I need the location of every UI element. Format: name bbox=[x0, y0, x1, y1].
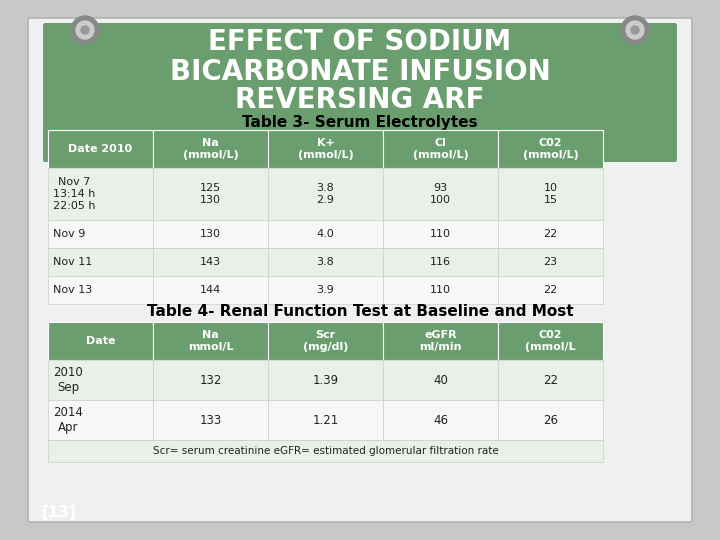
Bar bbox=[498, 276, 603, 304]
Bar bbox=[383, 248, 498, 276]
Bar bbox=[48, 130, 153, 168]
Text: REVERSING ARF: REVERSING ARF bbox=[235, 86, 485, 114]
Bar bbox=[48, 220, 153, 248]
Text: Scr
(mg/dl): Scr (mg/dl) bbox=[303, 330, 348, 352]
Bar bbox=[268, 248, 383, 276]
Text: Table 4- Renal Function Test at Baseline and Most: Table 4- Renal Function Test at Baseline… bbox=[147, 305, 573, 320]
Text: 3.8
2.9: 3.8 2.9 bbox=[317, 183, 334, 205]
Bar bbox=[383, 220, 498, 248]
Text: Na
(mmol/L): Na (mmol/L) bbox=[183, 138, 238, 160]
Text: 133: 133 bbox=[199, 414, 222, 427]
Text: 46: 46 bbox=[433, 414, 448, 427]
Bar bbox=[268, 322, 383, 360]
Text: 1.21: 1.21 bbox=[312, 414, 338, 427]
Text: Cl
(mmol/L): Cl (mmol/L) bbox=[413, 138, 469, 160]
Text: C02
(mmol/L): C02 (mmol/L) bbox=[523, 138, 578, 160]
Text: 110: 110 bbox=[430, 229, 451, 239]
Text: 40: 40 bbox=[433, 374, 448, 387]
Bar bbox=[498, 168, 603, 220]
Text: K+
(mmol/L): K+ (mmol/L) bbox=[297, 138, 354, 160]
Bar bbox=[48, 360, 153, 400]
Bar bbox=[383, 400, 498, 440]
Bar bbox=[48, 440, 603, 462]
Bar bbox=[153, 322, 268, 360]
Bar bbox=[383, 130, 498, 168]
Bar bbox=[498, 248, 603, 276]
Text: 26: 26 bbox=[543, 414, 558, 427]
Circle shape bbox=[631, 26, 639, 34]
Bar bbox=[268, 168, 383, 220]
Text: Date: Date bbox=[86, 336, 115, 346]
Text: [13]: [13] bbox=[42, 504, 77, 519]
Text: Table 3- Serum Electrolytes: Table 3- Serum Electrolytes bbox=[242, 114, 478, 130]
Text: Date 2010: Date 2010 bbox=[68, 144, 132, 154]
Bar bbox=[383, 168, 498, 220]
Bar bbox=[498, 400, 603, 440]
Bar bbox=[268, 130, 383, 168]
Bar bbox=[48, 400, 153, 440]
Text: eGFR
ml/min: eGFR ml/min bbox=[419, 330, 462, 352]
Circle shape bbox=[621, 16, 649, 44]
Bar bbox=[268, 360, 383, 400]
Text: 3.9: 3.9 bbox=[317, 285, 334, 295]
Circle shape bbox=[626, 21, 644, 39]
Text: 22: 22 bbox=[544, 229, 557, 239]
Circle shape bbox=[76, 21, 94, 39]
Bar bbox=[383, 276, 498, 304]
Text: 23: 23 bbox=[544, 257, 557, 267]
Bar bbox=[153, 276, 268, 304]
Text: 22: 22 bbox=[543, 374, 558, 387]
Bar bbox=[48, 322, 153, 360]
FancyBboxPatch shape bbox=[43, 23, 677, 162]
Bar bbox=[498, 322, 603, 360]
Text: 1.39: 1.39 bbox=[312, 374, 338, 387]
Text: 144: 144 bbox=[200, 285, 221, 295]
Bar bbox=[153, 248, 268, 276]
Text: 2014
Apr: 2014 Apr bbox=[53, 406, 83, 434]
Bar bbox=[498, 360, 603, 400]
Text: Nov 11: Nov 11 bbox=[53, 257, 92, 267]
Bar bbox=[153, 360, 268, 400]
Text: EFFECT OF SODIUM: EFFECT OF SODIUM bbox=[208, 28, 512, 56]
Text: Nov 7
13:14 h
22:05 h: Nov 7 13:14 h 22:05 h bbox=[53, 178, 96, 211]
Bar bbox=[498, 130, 603, 168]
Bar bbox=[153, 220, 268, 248]
Bar bbox=[153, 400, 268, 440]
Bar bbox=[383, 360, 498, 400]
Text: 132: 132 bbox=[199, 374, 222, 387]
Bar bbox=[268, 400, 383, 440]
Bar bbox=[48, 276, 153, 304]
Text: 110: 110 bbox=[430, 285, 451, 295]
Text: 93
100: 93 100 bbox=[430, 183, 451, 205]
Text: 3.8: 3.8 bbox=[317, 257, 334, 267]
Bar bbox=[268, 220, 383, 248]
Text: 143: 143 bbox=[200, 257, 221, 267]
Circle shape bbox=[71, 16, 99, 44]
Circle shape bbox=[81, 26, 89, 34]
Bar bbox=[48, 168, 153, 220]
Text: 4.0: 4.0 bbox=[317, 229, 334, 239]
Text: 125
130: 125 130 bbox=[200, 183, 221, 205]
Text: 10
15: 10 15 bbox=[544, 183, 557, 205]
Text: Nov 13: Nov 13 bbox=[53, 285, 92, 295]
Text: Na
mmol/L: Na mmol/L bbox=[188, 330, 233, 352]
Text: Nov 9: Nov 9 bbox=[53, 229, 86, 239]
Text: C02
(mmol/L: C02 (mmol/L bbox=[525, 330, 576, 352]
Bar bbox=[383, 322, 498, 360]
Text: 22: 22 bbox=[544, 285, 557, 295]
Bar bbox=[268, 276, 383, 304]
Text: Scr= serum creatinine eGFR= estimated glomerular filtration rate: Scr= serum creatinine eGFR= estimated gl… bbox=[153, 446, 498, 456]
Bar bbox=[153, 168, 268, 220]
FancyBboxPatch shape bbox=[28, 18, 692, 522]
Bar bbox=[48, 248, 153, 276]
Bar bbox=[153, 130, 268, 168]
Text: 116: 116 bbox=[430, 257, 451, 267]
Bar bbox=[498, 220, 603, 248]
Text: BICARBONATE INFUSION: BICARBONATE INFUSION bbox=[170, 58, 550, 86]
Text: 130: 130 bbox=[200, 229, 221, 239]
Text: 2010
Sep: 2010 Sep bbox=[53, 366, 83, 394]
